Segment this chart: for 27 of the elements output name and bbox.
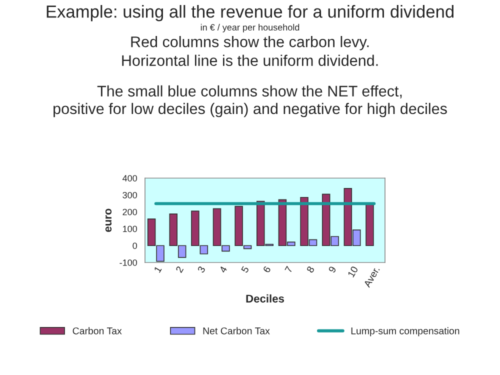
x-tick-label: 7 xyxy=(284,266,293,274)
chart-subtitle: in € / year per household xyxy=(200,24,300,32)
x-tick-label: 1 xyxy=(154,266,162,273)
y-tick-label: 200 xyxy=(122,208,138,216)
legend-label: Net Carbon Tax xyxy=(203,327,270,334)
x-tick-label: 5 xyxy=(240,266,250,274)
text: Horizontal line is the uniform dividend. xyxy=(122,54,378,66)
legend-label: Carbon Tax xyxy=(72,327,122,334)
bar xyxy=(366,203,374,246)
x-tick-label: 9 xyxy=(328,266,336,274)
y-axis-title: euro xyxy=(105,208,112,232)
text: The small blue columns show the NET effect, positive for low deciles (gain) and negative for high deciles xyxy=(54,85,447,118)
y-tick-label: 100 xyxy=(122,226,138,232)
y-tick-label: 0 xyxy=(132,242,138,249)
chart-title: Example: using all the revenue for a uniform dividend xyxy=(46,5,454,22)
text: Red columns show the carbon levy. xyxy=(131,36,369,50)
y-tick-label: 300 xyxy=(122,192,138,198)
x-tick-label: 8 xyxy=(306,266,315,274)
y-tick-label: -100 xyxy=(120,259,138,266)
x-tick-label: 6 xyxy=(262,266,271,274)
legend-label: Lump-sum compensation xyxy=(351,327,460,336)
y-tick-label: 400 xyxy=(122,175,138,182)
x-tick-label: 2 xyxy=(175,266,184,274)
x-tick-label: 4 xyxy=(219,266,228,274)
x-axis-title: Deciles xyxy=(246,294,284,303)
x-tick-label: 10 xyxy=(347,266,358,278)
x-tick-label: 3 xyxy=(197,266,206,274)
